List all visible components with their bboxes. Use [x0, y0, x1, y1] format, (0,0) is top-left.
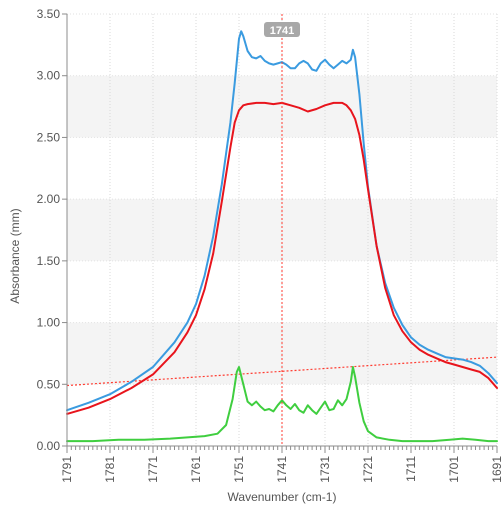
- series-line-2: [66, 101, 498, 415]
- cursor-layer[interactable]: 1741: [264, 14, 300, 446]
- series-layer: [66, 30, 498, 443]
- cursor-badge-label: 1741: [270, 25, 294, 37]
- x-tick-label: 1741: [275, 456, 289, 483]
- y-tick-label: 2.50: [37, 130, 61, 144]
- x-tick-label: 1691: [490, 456, 502, 483]
- x-tick-label: 1731: [318, 456, 332, 483]
- y-tick-label: 1.50: [37, 254, 61, 268]
- cursor-badge[interactable]: [264, 22, 300, 37]
- x-tick-label: 1771: [146, 456, 160, 483]
- x-tick-label: 1761: [189, 456, 203, 483]
- y-axis-title: Absorbance (mm): [8, 208, 22, 303]
- y-tick-label: 1.00: [37, 316, 61, 330]
- x-tick-label: 1751: [232, 456, 246, 483]
- x-axis-title: Wavenumber (cm-1): [228, 490, 337, 504]
- x-tick-label: 1791: [60, 456, 74, 483]
- y-tick-label: 2.00: [37, 192, 61, 206]
- series-line-1: [66, 30, 498, 412]
- x-tick-label: 1711: [404, 456, 418, 482]
- y-tick-label: 3.50: [37, 7, 61, 21]
- y-tick-label: 0.00: [37, 439, 61, 453]
- series-line-3: [66, 366, 498, 443]
- y-tick-labels: 0.00 0.50 1.00 1.50 2.00 2.50 3.00 3.50: [37, 7, 61, 453]
- x-tick-label: 1701: [447, 456, 461, 483]
- axes: [62, 13, 498, 453]
- x-tick-label: 1721: [361, 456, 375, 483]
- x-tick-label: 1781: [103, 456, 117, 483]
- y-tick-label: 3.00: [37, 69, 61, 83]
- x-tick-labels: 1791 1781 1771 1761 1751 1741 1731 1721 1711 1701…: [60, 456, 502, 483]
- y-tick-label: 0.50: [37, 377, 61, 391]
